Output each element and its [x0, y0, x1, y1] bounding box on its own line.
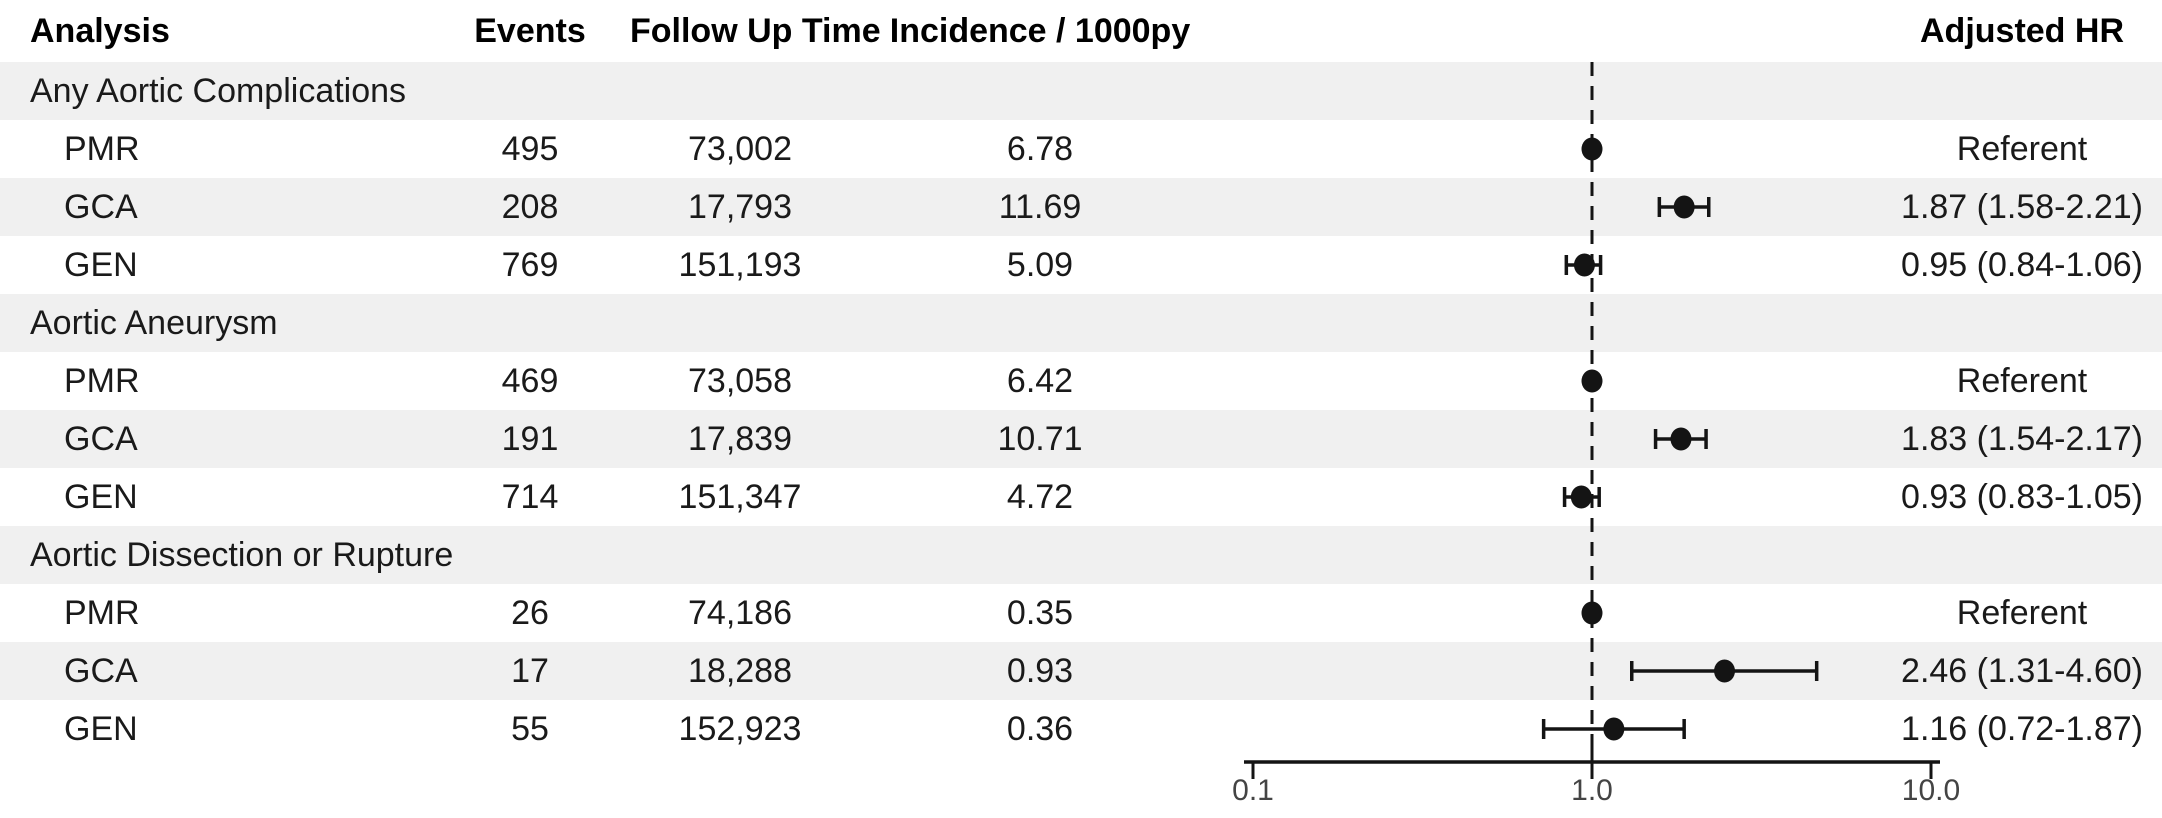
cell-follow-up-time: 17,839: [688, 420, 792, 458]
cell-events: 714: [501, 478, 559, 516]
cell-adjusted-hr: 2.46 (1.31-4.60): [1901, 652, 2143, 690]
cell-incidence: 0.35: [1006, 594, 1074, 632]
cell-events: 55: [511, 710, 549, 748]
cell-events: 769: [501, 246, 559, 284]
section-row-aortic-aneurysm: Aortic Aneurysm: [0, 294, 2162, 352]
table-row-pmr: PMR 495 73,002 6.78 Referent: [0, 120, 2162, 178]
cell-analysis: PMR: [64, 130, 140, 168]
cell-incidence: 10.71: [997, 420, 1083, 458]
cell-incidence: 0.36: [1006, 710, 1074, 748]
table-row-gca: GCA 17 18,288 0.93 2.46 (1.31-4.60): [0, 642, 2162, 700]
section-label: Aortic Aneurysm: [30, 304, 278, 342]
section-label: Aortic Dissection or Rupture: [30, 536, 454, 574]
table-row-gen: GEN 55 152,923 0.36 1.16 (0.72-1.87): [0, 700, 2162, 758]
cell-analysis: GCA: [64, 188, 138, 226]
cell-analysis: GEN: [64, 246, 138, 284]
table-row-pmr: PMR 26 74,186 0.35 Referent: [0, 584, 2162, 642]
cell-analysis: PMR: [64, 362, 140, 400]
cell-adjusted-hr: 1.87 (1.58-2.21): [1901, 188, 2143, 226]
cell-incidence: 11.69: [998, 188, 1082, 226]
col-header-follow-up-time: Follow Up Time: [630, 12, 881, 50]
cell-follow-up-time: 73,058: [688, 362, 792, 400]
cell-adjusted-hr: 1.83 (1.54-2.17): [1901, 420, 2143, 458]
cell-adjusted-hr: Referent: [1956, 594, 2088, 632]
col-header-adjusted-hr: Adjusted HR: [1920, 12, 2124, 50]
table-header-row: Analysis Events Follow Up Time Incidence…: [0, 0, 2162, 62]
table-row-gca: GCA 191 17,839 10.71 1.83 (1.54-2.17): [0, 410, 2162, 468]
col-header-events: Events: [474, 12, 586, 50]
cell-adjusted-hr: 0.93 (0.83-1.05): [1901, 478, 2143, 516]
cell-events: 469: [501, 362, 559, 400]
table-row-gen: GEN 769 151,193 5.09 0.95 (0.84-1.06): [0, 236, 2162, 294]
cell-adjusted-hr: Referent: [1956, 130, 2088, 168]
cell-follow-up-time: 73,002: [688, 130, 792, 168]
cell-incidence: 6.78: [1006, 130, 1074, 168]
cell-events: 495: [501, 130, 559, 168]
x-tick-label-10.0: 10.0: [1901, 774, 1961, 807]
cell-events: 26: [511, 594, 549, 632]
cell-follow-up-time: 151,193: [678, 246, 802, 284]
cell-follow-up-time: 152,923: [678, 710, 802, 748]
col-header-analysis: Analysis: [30, 12, 170, 50]
cell-adjusted-hr: 0.95 (0.84-1.06): [1901, 246, 2143, 284]
x-tick-label-0.1: 0.1: [1232, 774, 1274, 807]
cell-follow-up-time: 18,288: [688, 652, 792, 690]
cell-analysis: GEN: [64, 710, 138, 748]
cell-adjusted-hr: Referent: [1956, 362, 2088, 400]
cell-analysis: PMR: [64, 594, 140, 632]
section-label: Any Aortic Complications: [30, 72, 407, 110]
cell-follow-up-time: 74,186: [688, 594, 792, 632]
x-tick-label-1.0: 1.0: [1571, 774, 1613, 807]
cell-events: 17: [511, 652, 549, 690]
cell-incidence: 4.72: [1006, 478, 1074, 516]
cell-analysis: GCA: [64, 420, 138, 458]
table-row-gca: GCA 208 17,793 11.69 1.87 (1.58-2.21): [0, 178, 2162, 236]
cell-incidence: 0.93: [1006, 652, 1074, 690]
section-row-any-aortic-complications: Any Aortic Complications: [0, 62, 2162, 120]
cell-analysis: GEN: [64, 478, 138, 516]
cell-events: 191: [501, 420, 559, 458]
cell-incidence: 6.42: [1006, 362, 1074, 400]
cell-follow-up-time: 17,793: [688, 188, 792, 226]
col-header-incidence: Incidence / 1000py: [889, 12, 1191, 50]
cell-analysis: GCA: [64, 652, 138, 690]
table-row-pmr: PMR 469 73,058 6.42 Referent: [0, 352, 2162, 410]
cell-follow-up-time: 151,347: [678, 478, 802, 516]
cell-adjusted-hr: 1.16 (0.72-1.87): [1901, 710, 2143, 748]
cell-incidence: 5.09: [1006, 246, 1074, 284]
table-row-gen: GEN 714 151,347 4.72 0.93 (0.83-1.05): [0, 468, 2162, 526]
cell-events: 208: [501, 188, 559, 226]
section-row-aortic-dissection-or-rupture: Aortic Dissection or Rupture: [0, 526, 2162, 584]
